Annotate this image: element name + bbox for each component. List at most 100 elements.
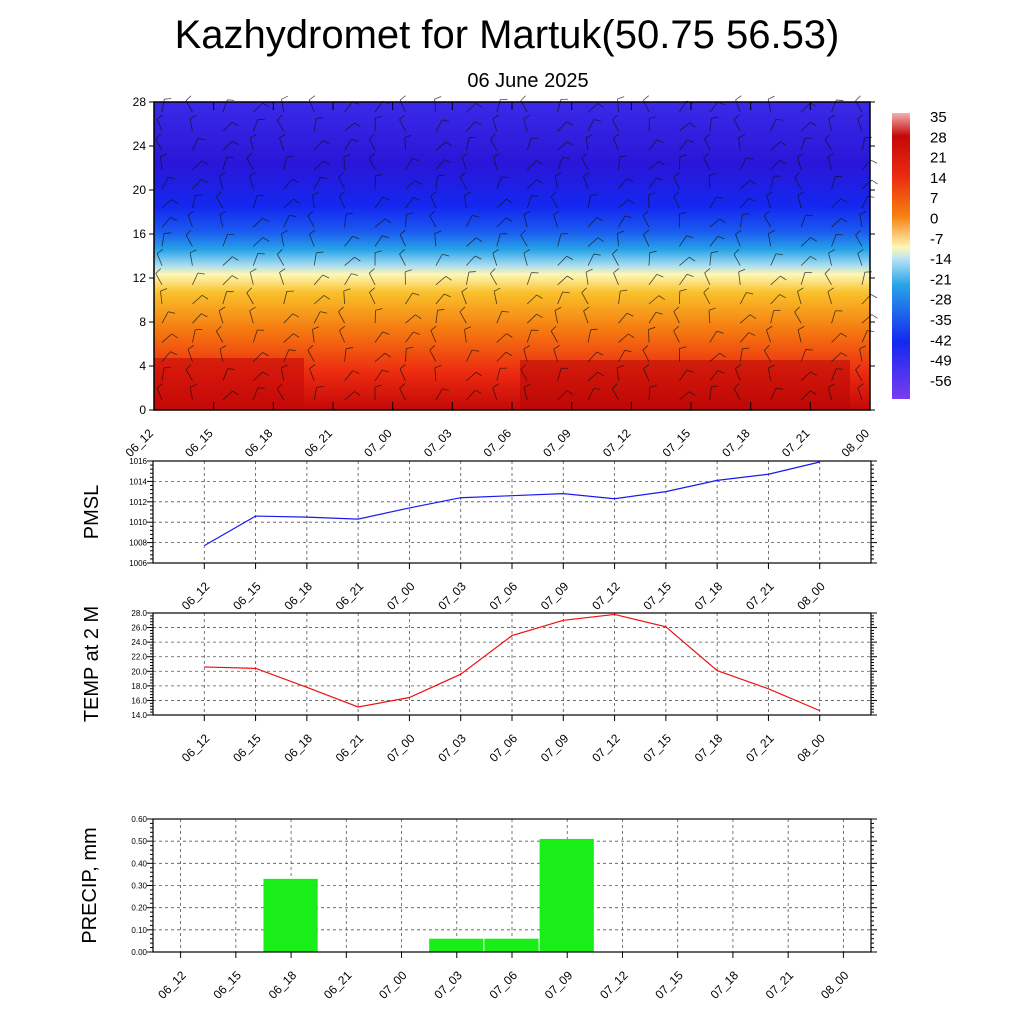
wind-barb-flag bbox=[442, 253, 450, 257]
wind-barb-flag bbox=[673, 306, 680, 312]
wind-barb-flag bbox=[323, 295, 331, 300]
wind-barb-shaft bbox=[283, 215, 290, 228]
wind-barb-shaft bbox=[465, 271, 470, 285]
wind-barb-flag bbox=[375, 308, 383, 311]
wind-barb-shaft bbox=[768, 367, 772, 381]
wind-barb-shaft bbox=[831, 176, 836, 189]
wind-barb-shaft bbox=[252, 195, 258, 209]
wind-barb-flag bbox=[339, 325, 346, 331]
wind-barb-flag bbox=[167, 176, 175, 180]
wind-barb-flag bbox=[583, 306, 590, 312]
wind-barb-shaft bbox=[461, 291, 467, 305]
wind-barb-flag bbox=[855, 229, 861, 236]
heatmap-x-tick-label: 07_18 bbox=[719, 426, 753, 460]
wind-barb-shaft bbox=[189, 252, 193, 266]
wind-barb-flag bbox=[566, 255, 574, 260]
wind-barb-shaft bbox=[249, 272, 254, 285]
wind-barb-shaft bbox=[156, 118, 163, 132]
wind-barb-shaft bbox=[618, 333, 629, 343]
wind-barb-flag bbox=[399, 248, 405, 255]
wind-barb-flag bbox=[444, 293, 451, 298]
wind-barb-shaft bbox=[222, 157, 228, 170]
wind-barb-flag bbox=[227, 99, 235, 101]
wind-barb-shaft bbox=[338, 177, 345, 189]
wind-barb-flag bbox=[262, 371, 269, 376]
wind-barb-flag bbox=[155, 133, 161, 140]
wind-barb-shaft bbox=[797, 156, 802, 170]
wind-barb-flag bbox=[711, 251, 719, 254]
wind-barb-shaft bbox=[763, 215, 772, 228]
wind-barb-flag bbox=[505, 217, 513, 222]
wind-barb-flag bbox=[474, 121, 482, 126]
wind-barb-shaft bbox=[283, 313, 293, 324]
wind-barb-flag bbox=[442, 388, 450, 391]
wind-barb-flag bbox=[307, 210, 314, 217]
x-tick-label: 06_15 bbox=[230, 579, 264, 613]
wind-barb-shaft bbox=[399, 388, 406, 401]
wind-barb-flag bbox=[520, 95, 526, 102]
wind-barb-shaft bbox=[709, 196, 717, 209]
wind-barb-flag bbox=[836, 368, 844, 370]
wind-barb-shaft bbox=[709, 101, 719, 113]
y-tick-label: 26.0 bbox=[131, 624, 147, 633]
wind-barb-shaft bbox=[709, 218, 720, 228]
wind-barb-flag bbox=[738, 268, 746, 273]
y-axis-label: PRECIP, mm bbox=[79, 827, 101, 943]
wind-barb-flag bbox=[187, 210, 195, 216]
wind-barb-flag bbox=[867, 330, 875, 333]
wind-barb-flag bbox=[437, 174, 445, 177]
wind-barb-flag bbox=[312, 326, 320, 330]
wind-barb-flag bbox=[257, 253, 265, 255]
wind-barb-flag bbox=[164, 232, 172, 234]
wind-barb-flag bbox=[343, 154, 351, 157]
wind-barb-shaft bbox=[435, 119, 443, 132]
wind-barb-shaft bbox=[466, 121, 476, 132]
wind-barb-flag bbox=[399, 383, 406, 389]
wind-barb-shaft bbox=[794, 311, 802, 324]
wind-barb-flag bbox=[429, 345, 436, 351]
wind-barb-flag bbox=[382, 235, 390, 239]
wind-barb-flag bbox=[719, 352, 726, 358]
wind-barb-flag bbox=[738, 134, 746, 138]
colorbar-label: -42 bbox=[930, 332, 952, 349]
wind-barb-flag bbox=[461, 287, 468, 293]
wind-barb-shaft bbox=[618, 199, 629, 209]
wind-barb-shaft bbox=[618, 215, 626, 228]
wind-barb-shaft bbox=[185, 369, 193, 381]
wind-barb-shaft bbox=[739, 348, 743, 362]
wind-barb-shaft bbox=[222, 140, 233, 151]
wind-barb-flag bbox=[656, 139, 664, 143]
x-tick-label: 06_21 bbox=[321, 968, 355, 1002]
wind-barb-shaft bbox=[861, 272, 866, 285]
wind-barb-shaft bbox=[343, 156, 346, 170]
wind-barb-shaft bbox=[160, 291, 163, 305]
wind-barb-shaft bbox=[496, 217, 507, 228]
wind-barb-shaft bbox=[550, 196, 558, 209]
wind-barb-shaft bbox=[739, 214, 743, 228]
wind-barb-flag bbox=[553, 345, 560, 350]
wind-barb-shaft bbox=[679, 256, 690, 266]
wind-barb-flag bbox=[567, 275, 574, 281]
wind-barb-flag bbox=[596, 351, 604, 356]
wind-barb-shaft bbox=[307, 215, 315, 228]
wind-barb-flag bbox=[434, 230, 442, 234]
wind-barb-flag bbox=[742, 213, 750, 215]
wind-barb-flag bbox=[249, 306, 256, 312]
wind-barb-shaft bbox=[587, 103, 599, 113]
wind-barb-flag bbox=[375, 116, 383, 119]
wind-barb-shaft bbox=[466, 255, 476, 266]
wind-barb-flag bbox=[746, 292, 754, 295]
wind-barb-flag bbox=[415, 314, 422, 320]
wind-barb-shaft bbox=[489, 138, 498, 151]
wind-barb-shaft bbox=[374, 331, 384, 343]
wind-barb-shaft bbox=[703, 157, 711, 170]
heatmap-x-tick-label: 06_21 bbox=[302, 426, 336, 460]
wind-barb-flag bbox=[840, 352, 848, 357]
wind-barb-shaft bbox=[587, 195, 591, 209]
wind-barb-shaft bbox=[219, 214, 224, 228]
wind-barb-shaft bbox=[399, 368, 406, 381]
wind-barb-flag bbox=[810, 390, 817, 395]
wind-barb-flag bbox=[406, 346, 414, 350]
wind-barb-flag bbox=[733, 249, 740, 255]
wind-barb-shaft bbox=[496, 176, 503, 189]
